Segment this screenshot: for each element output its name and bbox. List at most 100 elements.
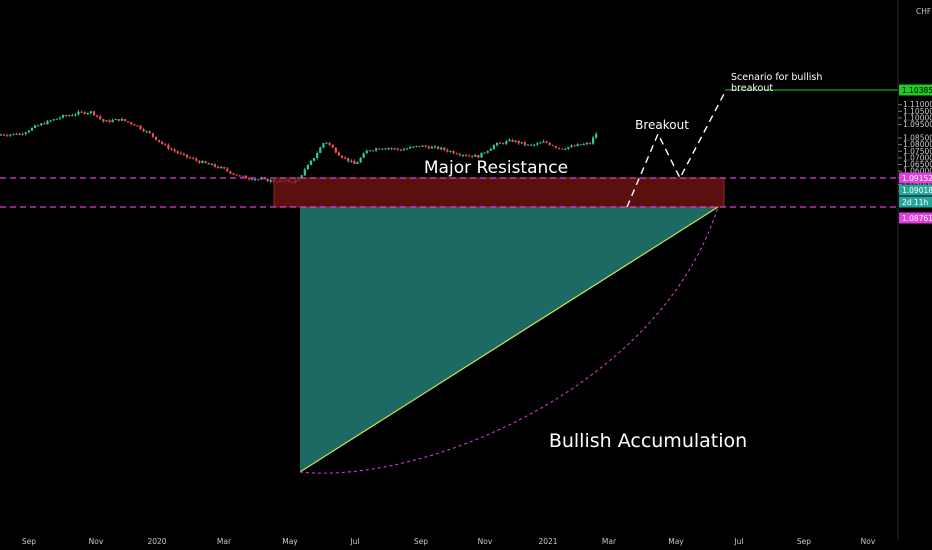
candle-body [334, 147, 337, 153]
candle-body [189, 157, 192, 159]
time-tick-label: May [668, 537, 684, 546]
candle-body [356, 162, 359, 164]
candle-body [477, 155, 480, 158]
candle-body [570, 145, 573, 148]
time-tick-label: Sep [414, 537, 428, 546]
candle-body [592, 137, 595, 144]
candle-body [68, 115, 71, 117]
resistance-label: Major Resistance [424, 158, 568, 178]
time-axis[interactable]: Sep Nov 2020 Mar May Jul Sep Nov 2021 Mar May Jul Se… [22, 537, 876, 546]
candle-body [595, 133, 598, 138]
price-tick-label: 1.07000 [903, 153, 932, 162]
breakout-scenario-path [626, 91, 726, 208]
candle-body [359, 157, 362, 163]
candle-body [105, 120, 108, 122]
candle-body [182, 153, 185, 155]
candle-body [15, 133, 18, 135]
candle-body [588, 142, 592, 144]
candle-body [241, 175, 244, 177]
candle-body [455, 153, 458, 155]
candle-body [179, 153, 182, 155]
candle-body [554, 146, 557, 148]
candle-body [235, 174, 238, 176]
resistance-zone [273, 177, 725, 208]
candle-body [61, 115, 65, 118]
candle-body [216, 166, 220, 169]
candle-body [269, 180, 272, 182]
candle-body [468, 155, 471, 157]
candle-body [154, 136, 158, 140]
price-label-pill [899, 172, 932, 184]
candle-body [396, 148, 399, 150]
candle-body [244, 175, 247, 179]
candle-body [350, 160, 353, 162]
candle-body [123, 119, 127, 122]
candle-body [111, 120, 114, 123]
candle-body [127, 121, 130, 123]
candle-body [365, 150, 368, 154]
candle-body [399, 149, 402, 151]
candle-body [254, 179, 257, 181]
candle-body [117, 119, 120, 121]
candle-body [52, 119, 55, 121]
candle-body [3, 134, 6, 136]
candle-body [526, 144, 530, 146]
time-tick-label: Mar [602, 537, 617, 546]
candle-body [576, 144, 579, 147]
price-tick-label: 1.06000 [903, 167, 932, 176]
candle-body [198, 160, 201, 163]
currency-label: CHF [916, 7, 931, 16]
candle-body [322, 143, 325, 148]
candle-body [229, 171, 232, 174]
candle-body [523, 142, 526, 145]
candle-body [247, 178, 251, 180]
candle-body [77, 111, 80, 115]
price-tick-label: 1.10500 [903, 107, 932, 116]
candle-body [21, 133, 24, 135]
price-tick-label: 1.06500 [903, 160, 932, 169]
candle-body [573, 145, 576, 147]
candle-body [65, 115, 68, 117]
candle-body [300, 175, 303, 178]
candle-body [331, 144, 334, 148]
candle-body [136, 125, 139, 127]
price-tick-label: 1.10000 [903, 114, 932, 123]
accumulation-arc [299, 206, 719, 474]
candle-body [316, 153, 319, 159]
support-trendline [299, 206, 719, 473]
candle-body [232, 173, 235, 175]
candle-body [303, 169, 306, 176]
candle-body [505, 141, 508, 144]
candle-body [458, 154, 461, 156]
price-label-pill [899, 84, 932, 96]
time-tick-label: Nov [478, 537, 493, 546]
candle-body [173, 149, 176, 152]
candle-body [207, 163, 210, 165]
candle-body [12, 133, 15, 135]
time-tick-label: Jul [733, 537, 743, 546]
candle-body [133, 124, 136, 126]
candle-body [464, 155, 468, 157]
candle-body [347, 157, 350, 162]
accumulation-label: Bullish Accumulation [549, 430, 747, 452]
candle-body [80, 111, 83, 113]
candle-body [120, 119, 123, 121]
candle-body [474, 155, 477, 157]
candle-body [381, 148, 384, 150]
time-tick-label: Nov [89, 537, 104, 546]
price-label-pill [899, 184, 932, 196]
candle-body [585, 142, 588, 144]
candle-body [142, 129, 145, 132]
candle-body [362, 153, 365, 158]
candle-body [539, 142, 542, 144]
candle-body [204, 161, 207, 164]
candle-body [533, 144, 536, 146]
candle-body [27, 130, 30, 133]
price-label-text: 1.09152 [902, 174, 932, 183]
candle-body [223, 167, 226, 169]
candle-body [83, 111, 86, 114]
candle-body [557, 147, 561, 149]
candle-body [495, 142, 499, 146]
candle-body [499, 142, 502, 144]
